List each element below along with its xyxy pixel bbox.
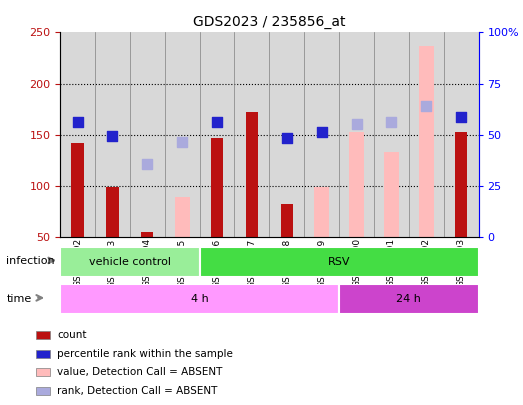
Bar (200, 247, 479, 277)
Text: value, Detection Call = ABSENT: value, Detection Call = ABSENT (58, 367, 223, 377)
Point (108, 132, 117, 139)
Bar (339, 284, 479, 314)
Bar (106, 187, 119, 237)
Bar (314, 187, 329, 237)
Text: count: count (58, 330, 87, 340)
Bar (60, 247, 200, 277)
Point (317, 128, 326, 135)
Bar (455, 132, 467, 237)
Bar (384, 152, 399, 237)
Bar (211, 138, 223, 237)
Bar (419, 46, 434, 237)
Bar (281, 204, 293, 237)
Bar (36, 368, 50, 376)
Point (353, 121, 361, 128)
Bar (175, 197, 189, 237)
Point (282, 134, 291, 141)
Text: infection: infection (6, 256, 55, 266)
Point (143, 161, 152, 168)
Title: GDS2023 / 235856_at: GDS2023 / 235856_at (193, 15, 346, 29)
Text: percentile rank within the sample: percentile rank within the sample (58, 349, 233, 358)
Text: RSV: RSV (328, 257, 350, 267)
Bar (246, 112, 258, 237)
Point (213, 119, 221, 126)
Text: 4 h: 4 h (191, 294, 209, 304)
Bar (60, 284, 339, 314)
Bar (349, 132, 364, 237)
Bar (141, 232, 153, 237)
Point (73, 119, 82, 126)
Text: rank, Detection Call = ABSENT: rank, Detection Call = ABSENT (58, 386, 218, 396)
Text: time: time (6, 294, 31, 304)
Point (422, 103, 430, 109)
Point (387, 119, 395, 126)
Bar (36, 350, 50, 358)
Text: 24 h: 24 h (396, 294, 421, 304)
Text: vehicle control: vehicle control (89, 257, 171, 267)
Bar (72, 143, 84, 237)
Bar (36, 387, 50, 394)
Point (457, 114, 465, 121)
Bar (36, 331, 50, 339)
Point (178, 139, 186, 145)
